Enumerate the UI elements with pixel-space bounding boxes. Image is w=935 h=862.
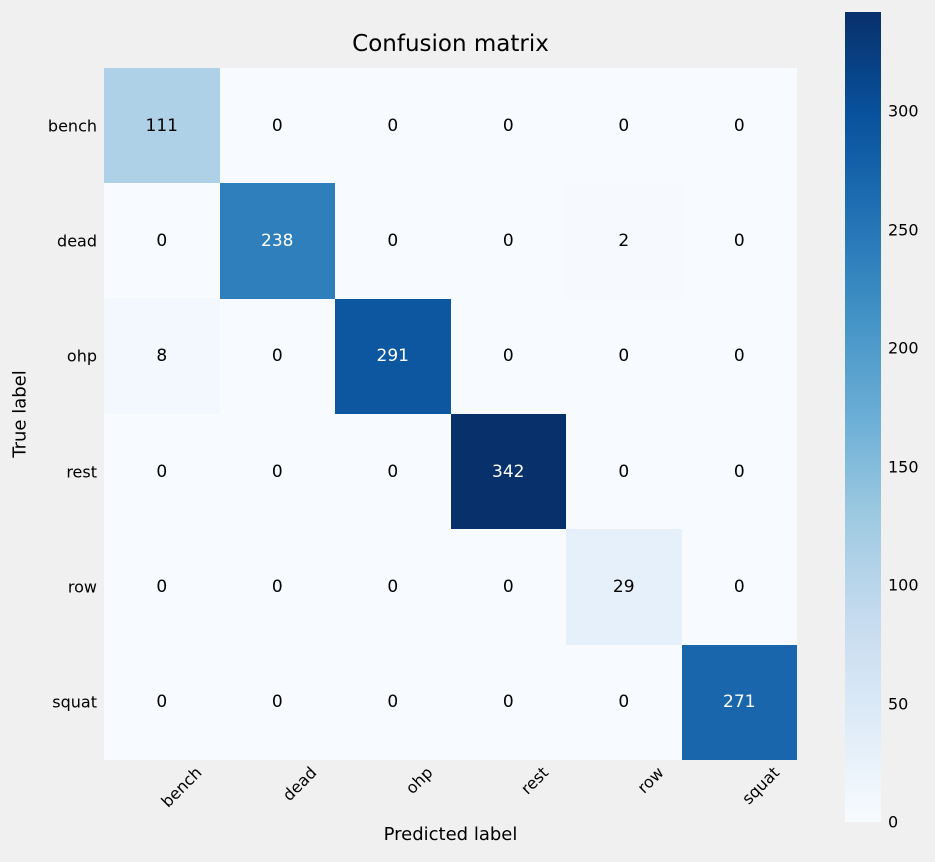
matrix-cell: 0 [681,414,797,530]
x-tick-label-dead: dead [278,763,321,805]
x-tick-label-rest: rest [516,763,552,799]
matrix-cell: 0 [681,298,797,414]
x-tick-label-row: row [633,763,668,798]
y-tick-label-row: row [67,577,97,597]
colorbar-tick-250: 250 [888,220,919,240]
y-tick-label-ohp: ohp [66,346,97,366]
matrix-cell: 0 [450,529,566,645]
y-tick-label-dead: dead [57,231,97,251]
y-axis-label: True label [9,370,31,458]
colorbar-tick-300: 300 [888,101,919,121]
matrix-cell: 0 [566,68,682,184]
matrix-cell: 0 [450,183,566,299]
matrix-cell: 271 [681,644,797,760]
matrix-cell: 111 [104,68,220,184]
matrix-cell: 0 [219,414,335,530]
matrix-cell: 0 [219,644,335,760]
colorbar-tick-100: 100 [888,575,919,595]
chart-title: Confusion matrix [352,31,549,57]
colorbar-tick-0: 0 [888,812,899,832]
x-tick-label-bench: bench [157,763,206,812]
matrix-cell: 0 [681,529,797,645]
matrix-cell: 0 [335,644,451,760]
colorbar-tick-200: 200 [888,338,919,358]
matrix-cell: 0 [335,414,451,530]
y-tick-label-squat: squat [52,692,97,712]
matrix-cell: 0 [104,529,220,645]
matrix-cell: 0 [335,183,451,299]
matrix-cell: 291 [335,298,451,414]
y-tick-label-rest: rest [66,462,97,482]
matrix-cell: 0 [681,183,797,299]
matrix-cell: 0 [104,644,220,760]
matrix-cell: 0 [450,644,566,760]
matrix-cell: 342 [450,414,566,530]
matrix-cell: 0 [219,298,335,414]
matrix-cell: 29 [566,529,682,645]
matrix-cell: 0 [335,529,451,645]
matrix-cell: 0 [450,298,566,414]
colorbar-gradient [845,12,881,822]
matrix-cell: 0 [219,68,335,184]
heatmap-grid: 111 0 0 0 0 0 0 238 0 0 2 0 8 0 291 0 0 0 0 0 0 342 0 0 0 0 0 0 29 0 0… [104,68,797,760]
matrix-cell: 0 [104,183,220,299]
x-tick-label-squat: squat [737,763,783,809]
y-tick-label-bench: bench [47,116,97,136]
x-axis-label: Predicted label [383,824,518,845]
matrix-cell: 238 [219,183,335,299]
matrix-cell: 0 [335,68,451,184]
x-tick-label-ohp: ohp [401,763,437,798]
matrix-cell: 0 [219,529,335,645]
matrix-cell: 0 [566,414,682,530]
matrix-cell: 0 [104,414,220,530]
matrix-cell: 0 [681,68,797,184]
matrix-cell: 2 [566,183,682,299]
matrix-cell: 0 [566,298,682,414]
matrix-cell: 8 [104,298,220,414]
matrix-cell: 0 [450,68,566,184]
matrix-cell: 0 [566,644,682,760]
colorbar-tick-50: 50 [888,694,909,714]
colorbar-tick-150: 150 [888,457,919,477]
